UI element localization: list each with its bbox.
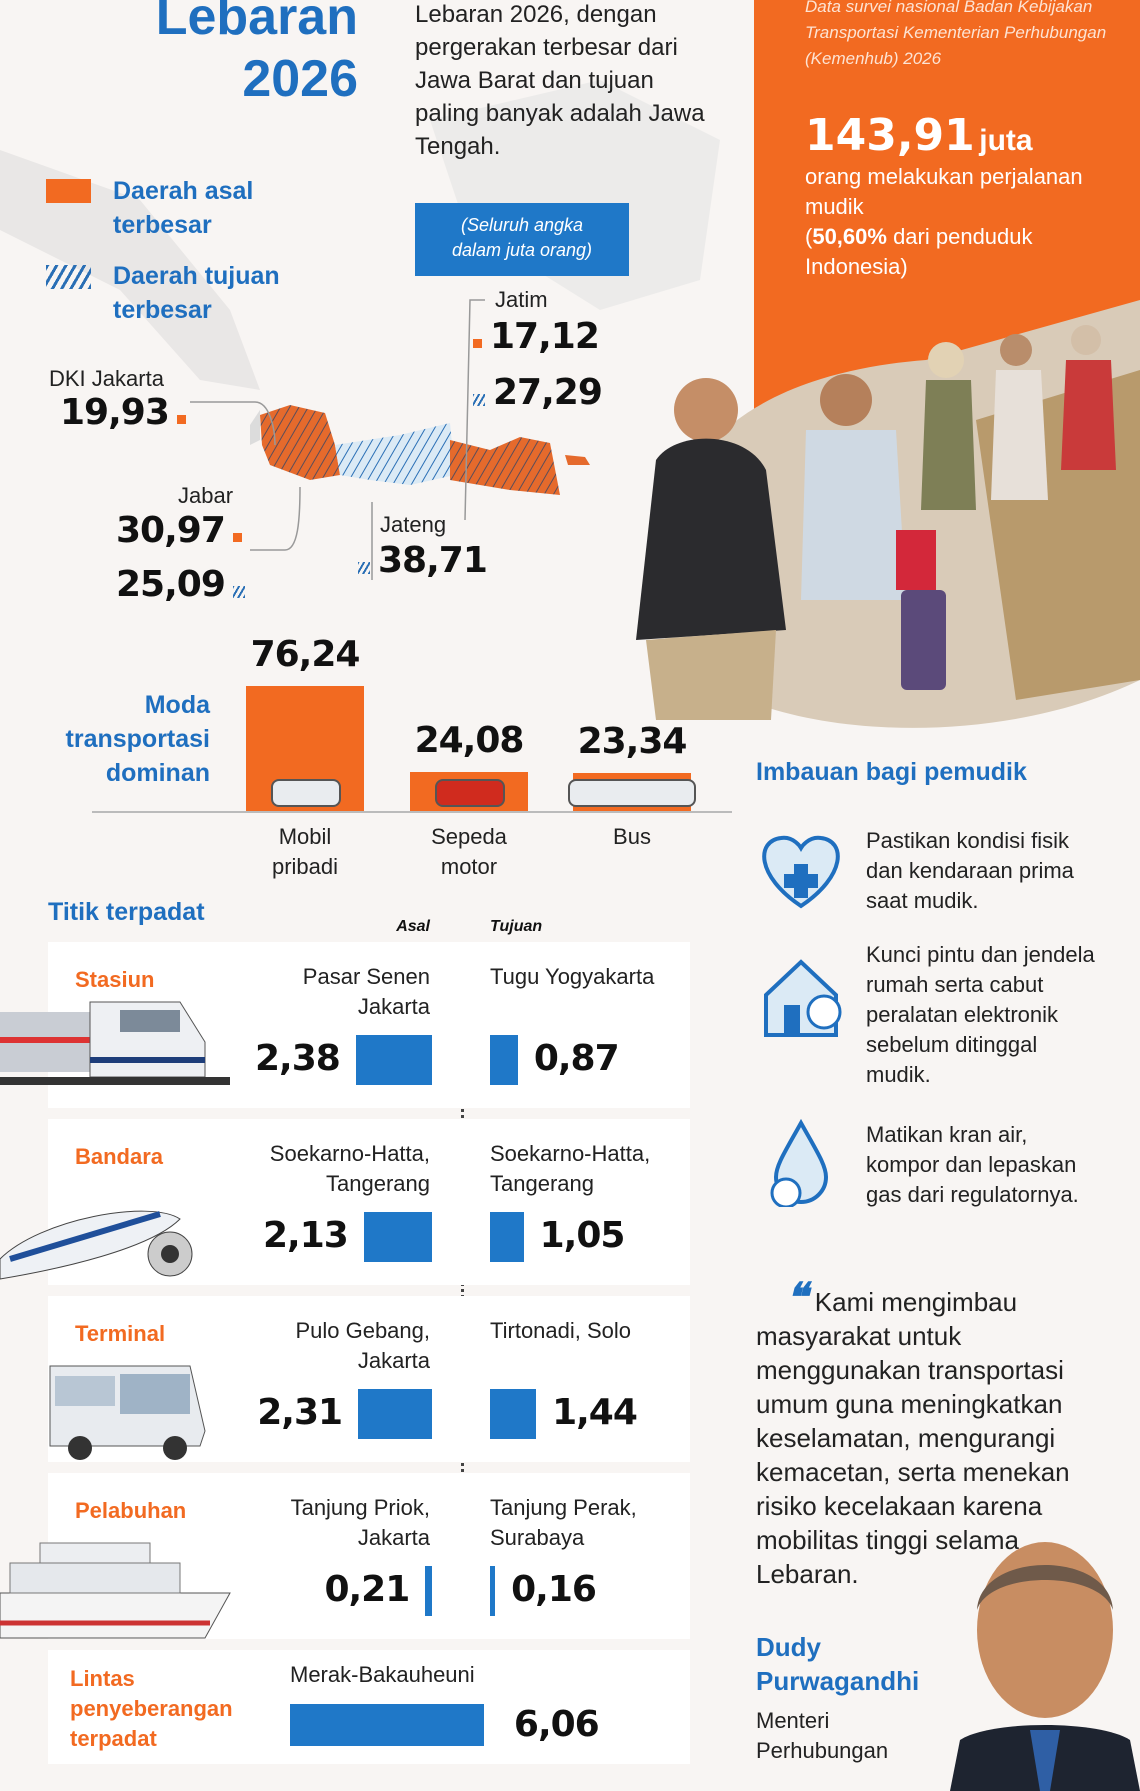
quote-mark-icon: ❝ (786, 1276, 808, 1320)
crossing-category: Lintas penyeberangan terpadat (70, 1666, 233, 1751)
minister-portrait (950, 1542, 1140, 1791)
airplane-icon (0, 1210, 193, 1280)
hub-category: Stasiun (75, 967, 155, 992)
survey-source: Data survei nasional Badan Kebijakan Tra… (805, 0, 1107, 68)
destination-hub-name: Tirtonadi, Solo (490, 1318, 632, 1343)
survey-total: 143,91 juta (805, 110, 1033, 161)
advice-item-text: Matikan kran air, kompor dan lepaskan ga… (866, 1122, 1079, 1207)
advice-item-text: Pastikan kondisi fisik dan kendaraan pri… (866, 828, 1074, 913)
bus-icon (568, 779, 696, 807)
water-gas-icon (770, 1118, 829, 1207)
transport-bar-chart: 76,24 Mobil pribadi 24,08 Sepeda motor 23,34… (0, 0, 740, 880)
crossing-route: Merak-Bakauheuni (290, 1662, 475, 1687)
origin-marker (176, 415, 186, 425)
title-line-1: Lebaran (155, 0, 358, 46)
ship-icon (0, 1542, 231, 1639)
destination-value: 1,44 (552, 1392, 638, 1433)
destination-hub-name: Tugu Yogyakarta (490, 964, 655, 989)
jatim-origin: 17,12 (465, 316, 600, 357)
origin-value: 2,38 (255, 1038, 341, 1079)
destination-hub-name: Tanjung Perak, Surabaya (490, 1495, 637, 1550)
origin-destination-divider (461, 970, 464, 1610)
jabar-region (260, 405, 340, 480)
jateng-region (335, 423, 455, 485)
map-leader-lines (190, 299, 485, 580)
hub-category: Pelabuhan (75, 1498, 187, 1523)
units-note: (Seluruh angka dalam juta orang) (415, 203, 629, 276)
destination-value: 0,16 (511, 1569, 597, 1610)
destination-value: 0,87 (533, 1038, 620, 1079)
destination-hub-name: Soekarno-Hatta, Tangerang (490, 1141, 651, 1196)
minister-name: Dudy Purwagandhi (756, 1632, 920, 1696)
car-icon (271, 779, 341, 807)
motorcycle-icon (435, 779, 505, 807)
origin-hub-name: Soekarno-Hatta, Tangerang (269, 1141, 430, 1196)
destination-header: Tujuan (490, 918, 543, 935)
jatim-region (450, 437, 560, 495)
bus-icon (49, 1365, 206, 1460)
jateng-destination: 38,71 (350, 540, 488, 581)
bar-value-label: 23,34 (577, 720, 688, 762)
origin-header: Asal (396, 918, 430, 935)
origin-value: 0,21 (324, 1569, 410, 1610)
jateng-label: Jateng (380, 512, 447, 537)
survey-desc: orang melakukan perjalanan mudik (50,60% … (805, 164, 1083, 279)
travelers-illustration (636, 300, 1140, 728)
jabar-label: Jabar (178, 483, 234, 508)
destination-legend-label: Daerah tujuan terbesar (113, 262, 280, 324)
title-line-2: 2026 (242, 50, 358, 108)
origin-bar (355, 1035, 432, 1085)
jabar-origin: 30,97 (116, 510, 250, 551)
jabar-destination: 25,09 (116, 564, 253, 605)
destination-bar (490, 1035, 518, 1085)
origin-bar (363, 1212, 432, 1262)
category-label: Bus (613, 824, 651, 849)
jatim-destination: 27,29 (465, 372, 603, 413)
crossing-bar (290, 1704, 484, 1746)
heart-health-icon (762, 835, 840, 909)
train-icon (0, 1001, 230, 1085)
origin-legend-swatch (46, 179, 91, 203)
minister-role: Menteri Perhubungan (756, 1708, 889, 1763)
bar-value-label: 76,24 (250, 634, 361, 675)
destination-legend-swatch (46, 265, 91, 289)
dki-origin: 19,93 (60, 392, 194, 433)
origin-hub-name: Pasar Senen Jakarta (302, 964, 430, 1019)
category-label: Mobil pribadi (271, 824, 339, 879)
java-map (250, 405, 590, 495)
hub-category: Bandara (75, 1144, 164, 1169)
destination-value: 1,05 (539, 1215, 626, 1256)
advice-item-text: Kunci pintu dan jendela rumah serta cabu… (866, 942, 1095, 1087)
origin-legend-label: Daerah asal terbesar (113, 177, 254, 239)
hub-category: Terminal (75, 1321, 166, 1346)
origin-hub-name: Pulo Gebang, Jakarta (295, 1318, 430, 1373)
origin-bar (358, 1389, 432, 1439)
page-title: Lebaran 2026 (60, 0, 358, 110)
bar-value-label: 24,08 (414, 719, 525, 761)
indonesia-map-background (0, 80, 720, 390)
intro-text: Lebaran 2026, dengan pergerakan terbesar… (415, 1, 705, 160)
jatim-label: Jatim (495, 287, 548, 312)
minister-quote: ❝ Kami mengimbau masyarakat untuk menggu… (756, 1276, 1070, 1589)
chart-title: Moda transportasi dominan (65, 691, 210, 787)
chart-baseline (92, 811, 732, 813)
destination-bar (490, 1212, 524, 1262)
origin-value: 2,13 (263, 1215, 349, 1256)
advice-title: Imbauan bagi pemudik (756, 758, 1027, 786)
origin-value: 2,31 (257, 1392, 343, 1433)
dki-label: DKI Jakarta (49, 366, 164, 391)
category-label: Sepeda motor (431, 824, 507, 879)
crossing-value: 6,06 (513, 1704, 600, 1745)
destination-bar (490, 1389, 537, 1439)
house-lock-icon (764, 959, 842, 1037)
origin-hub-name: Tanjung Priok, Jakarta (290, 1495, 430, 1550)
origin-bar (425, 1566, 432, 1616)
destination-bar (490, 1566, 496, 1616)
hubs-title: Titik terpadat (48, 898, 205, 926)
